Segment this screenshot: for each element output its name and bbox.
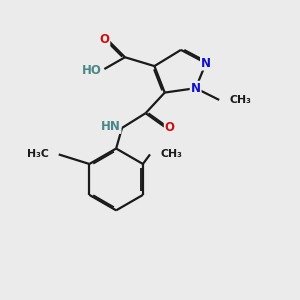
Text: N: N [190,82,201,95]
Text: CH₃: CH₃ [160,149,182,159]
Text: N: N [201,57,211,70]
Text: O: O [165,122,175,134]
Text: O: O [99,33,110,46]
Text: H₃C: H₃C [26,149,48,159]
Text: HO: HO [82,64,102,77]
Text: HN: HN [101,120,121,133]
Text: CH₃: CH₃ [230,95,251,105]
